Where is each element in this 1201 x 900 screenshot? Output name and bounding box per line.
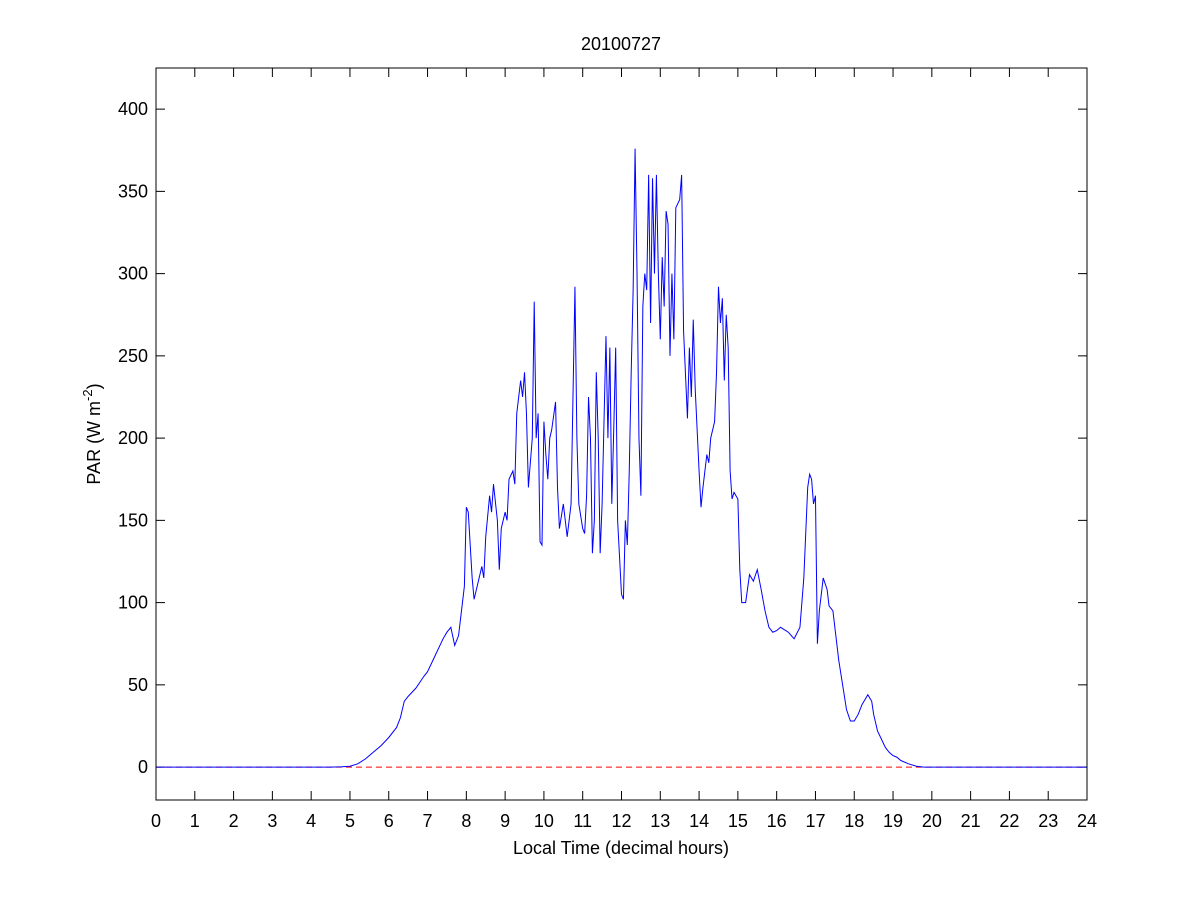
y-tick-label: 200	[118, 428, 148, 448]
y-tick-label: 400	[118, 99, 148, 119]
x-tick-label: 20	[922, 811, 942, 831]
y-axis-label-text: PAR (W m	[84, 401, 104, 485]
x-tick-label: 22	[999, 811, 1019, 831]
x-tick-label: 24	[1077, 811, 1097, 831]
x-tick-label: 19	[883, 811, 903, 831]
y-tick-label: 0	[138, 757, 148, 777]
x-tick-label: 13	[650, 811, 670, 831]
x-axis-label: Local Time (decimal hours)	[513, 838, 729, 858]
x-tick-label: 23	[1038, 811, 1058, 831]
x-tick-label: 7	[423, 811, 433, 831]
x-tick-label: 21	[961, 811, 981, 831]
x-tick-label: 18	[844, 811, 864, 831]
y-tick-label: 150	[118, 510, 148, 530]
y-tick-label: 250	[118, 346, 148, 366]
y-tick-label: 300	[118, 264, 148, 284]
x-tick-label: 12	[611, 811, 631, 831]
y-axis-label: PAR (W m-2)	[80, 383, 104, 484]
y-axis-label-superscript: -2	[80, 389, 95, 401]
y-tick-label: 350	[118, 181, 148, 201]
x-tick-label: 11	[573, 811, 592, 831]
x-tick-label: 14	[689, 811, 709, 831]
x-tick-label: 8	[461, 811, 471, 831]
x-tick-label: 4	[306, 811, 316, 831]
y-tick-label: 100	[118, 593, 148, 613]
x-tick-label: 10	[534, 811, 554, 831]
plot-frame	[155, 67, 1088, 801]
x-tick-label: 5	[345, 811, 355, 831]
y-tick-label: 50	[128, 675, 148, 695]
x-tick-label: 1	[190, 811, 200, 831]
data-line	[156, 148, 1087, 768]
x-tick-label: 15	[728, 811, 748, 831]
x-tick-label: 2	[229, 811, 239, 831]
x-tick-label: 3	[267, 811, 277, 831]
y-axis-label-suffix: )	[84, 383, 104, 389]
x-tick-label: 0	[151, 811, 161, 831]
x-tick-label: 6	[384, 811, 394, 831]
x-tick-label: 17	[805, 811, 825, 831]
x-tick-label: 16	[767, 811, 787, 831]
x-tick-label: 9	[500, 811, 510, 831]
chart-title: 20100727	[581, 34, 661, 54]
